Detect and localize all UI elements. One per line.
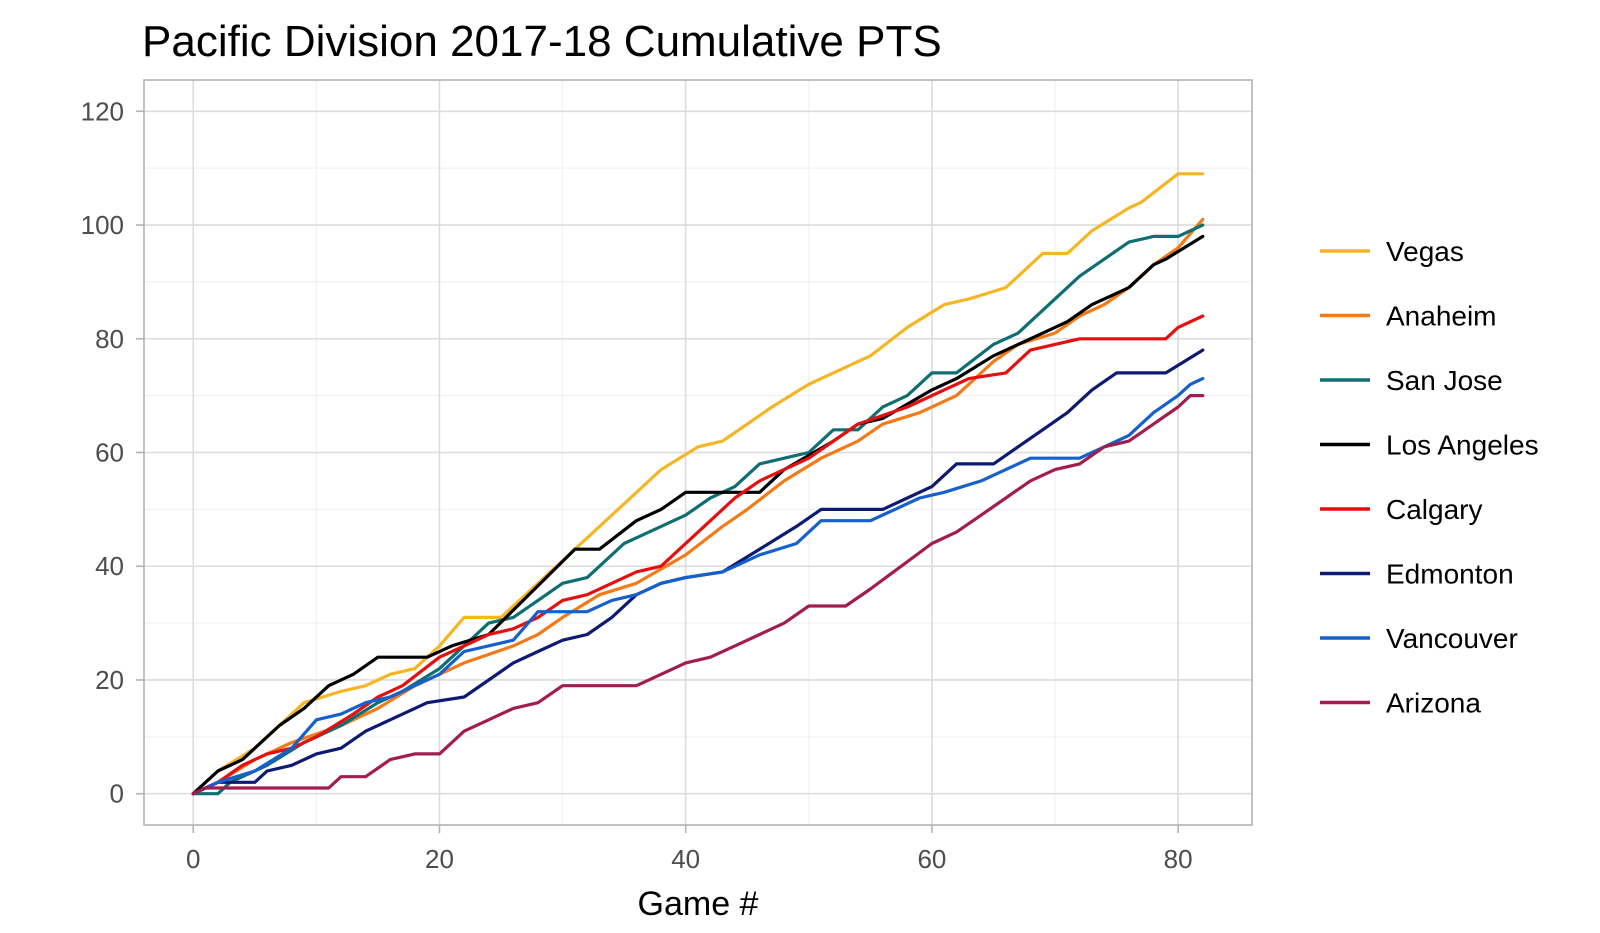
x-tick-label: 20 bbox=[425, 844, 454, 874]
y-tick-label: 0 bbox=[110, 779, 124, 809]
y-tick-label: 60 bbox=[95, 438, 124, 468]
series-line-edmonton bbox=[191, 348, 1205, 796]
y-tick-label: 40 bbox=[95, 551, 124, 581]
legend-label-edmonton: Edmonton bbox=[1386, 559, 1514, 590]
y-tick-label: 20 bbox=[95, 665, 124, 695]
legend: Vegas Anaheim San Jose Los Angeles Calgary Ed… bbox=[1320, 236, 1539, 719]
series-line-vegas bbox=[191, 172, 1205, 796]
series-line-anaheim bbox=[191, 217, 1205, 796]
x-tick-label: 60 bbox=[917, 844, 946, 874]
y-tick-label: 100 bbox=[81, 210, 124, 240]
series-line-arizona bbox=[191, 394, 1205, 796]
legend-label-vancouver: Vancouver bbox=[1386, 623, 1518, 654]
legend-label-arizona: Arizona bbox=[1386, 688, 1481, 719]
legend-label-los-angeles: Los Angeles bbox=[1386, 430, 1539, 461]
axis-layer: 0 20 40 60 80 0 20 40 60 80 100 120 bbox=[81, 96, 1193, 874]
chart-title: Pacific Division 2017-18 Cumulative PTS bbox=[142, 17, 942, 66]
legend-label-anaheim: Anaheim bbox=[1386, 301, 1497, 332]
x-tick-label: 80 bbox=[1164, 844, 1193, 874]
x-axis-title: Game # bbox=[638, 885, 759, 923]
series-layer bbox=[191, 172, 1205, 796]
series-line-los-angeles bbox=[191, 234, 1205, 796]
grid-layer bbox=[144, 80, 1252, 825]
legend-label-vegas: Vegas bbox=[1386, 236, 1464, 267]
y-tick-label: 120 bbox=[81, 96, 124, 126]
x-tick-label: 0 bbox=[186, 844, 200, 874]
y-tick-label: 80 bbox=[95, 324, 124, 354]
series-line-calgary bbox=[191, 314, 1205, 796]
x-tick-label: 40 bbox=[671, 844, 700, 874]
legend-label-calgary: Calgary bbox=[1386, 494, 1482, 525]
series-line-vancouver bbox=[191, 377, 1205, 796]
series-line-san-jose bbox=[191, 223, 1205, 796]
legend-label-san-jose: San Jose bbox=[1386, 365, 1503, 396]
